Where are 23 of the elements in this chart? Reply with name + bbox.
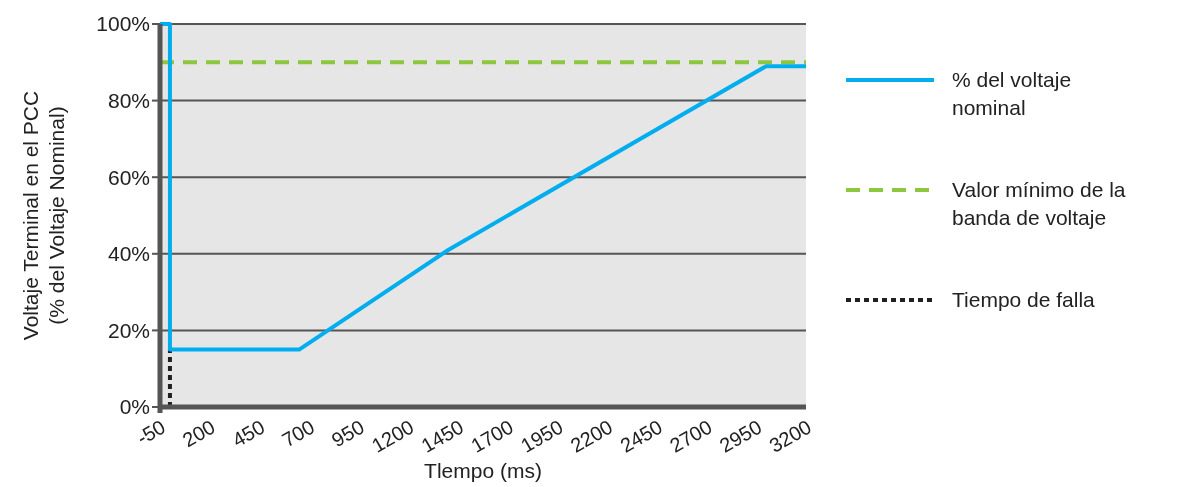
- x-tick-label: 1450: [417, 415, 468, 457]
- x-tick-label: 2450: [616, 415, 666, 457]
- x-tick-label: 1950: [517, 415, 567, 457]
- x-tick-label: 200: [178, 415, 219, 452]
- legend-label: Valor mínimo de la banda de voltaje: [952, 178, 1126, 230]
- x-tick-label: 1700: [467, 415, 517, 457]
- x-tick-label: 450: [228, 415, 269, 452]
- legend-label: Tiempo de falla: [952, 288, 1096, 312]
- y-tick-label: 40%: [107, 242, 150, 266]
- y-tick-label: 60%: [107, 165, 150, 189]
- x-axis-title: Tlempo (ms): [424, 459, 542, 482]
- legend-label: % del voltaje nominal: [952, 68, 1072, 120]
- x-tick-label: 3200: [765, 415, 815, 457]
- x-tick-label: 950: [327, 415, 368, 452]
- y-tick-label: 20%: [107, 318, 150, 342]
- x-tick-label: 700: [278, 415, 319, 452]
- y-tick-label: 80%: [107, 88, 150, 112]
- x-tick-label: 2200: [566, 415, 617, 457]
- x-tick-label: 1200: [367, 415, 418, 457]
- x-tick-label: 2700: [666, 415, 716, 457]
- y-tick-label: 100%: [96, 12, 150, 36]
- y-axis-title: Voltaje Terminal en el PCC (% del Voltaje Nominal): [19, 90, 68, 341]
- x-tick-label: 2950: [715, 415, 766, 457]
